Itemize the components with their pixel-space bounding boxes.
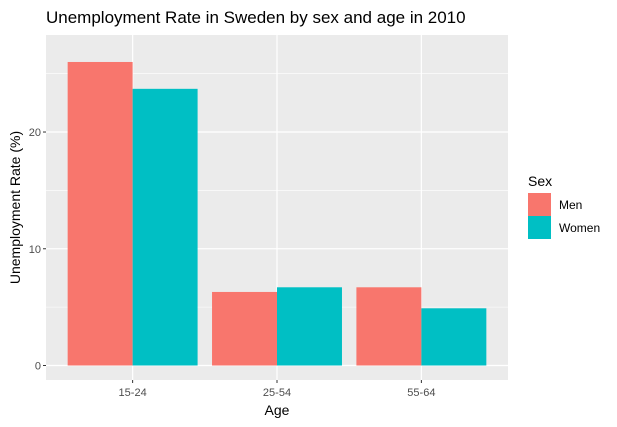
bar-women-15-24 (132, 88, 198, 366)
legend-key-men (528, 193, 551, 216)
chart-title: Unemployment Rate in Sweden by sex and a… (46, 8, 466, 27)
legend-title: Sex (528, 173, 552, 189)
x-tick-label: 55-64 (407, 387, 435, 399)
bar-men-25-54 (212, 291, 277, 366)
y-axis-ticks: 0 10 20 (29, 127, 46, 373)
bar-women-55-64 (421, 308, 487, 366)
bar-men-55-64 (356, 287, 422, 366)
y-axis-title: Unemployment Rate (%) (7, 131, 23, 284)
legend: Sex Men Women (528, 173, 600, 239)
x-axis-ticks: 15-24 25-54 55-64 (119, 380, 435, 399)
bar-men-15-24 (67, 61, 133, 366)
y-tick-label: 20 (29, 127, 41, 139)
y-tick-label: 10 (29, 244, 41, 256)
x-tick-label: 15-24 (119, 387, 147, 399)
legend-label-men: Men (559, 198, 582, 212)
legend-label-women: Women (559, 221, 600, 235)
legend-key-women (528, 216, 551, 239)
x-tick-label: 25-54 (263, 387, 291, 399)
y-tick-label: 0 (35, 361, 41, 373)
bar-women-25-54 (277, 287, 342, 366)
x-axis-title: Age (265, 402, 290, 418)
bars-group (67, 61, 487, 366)
